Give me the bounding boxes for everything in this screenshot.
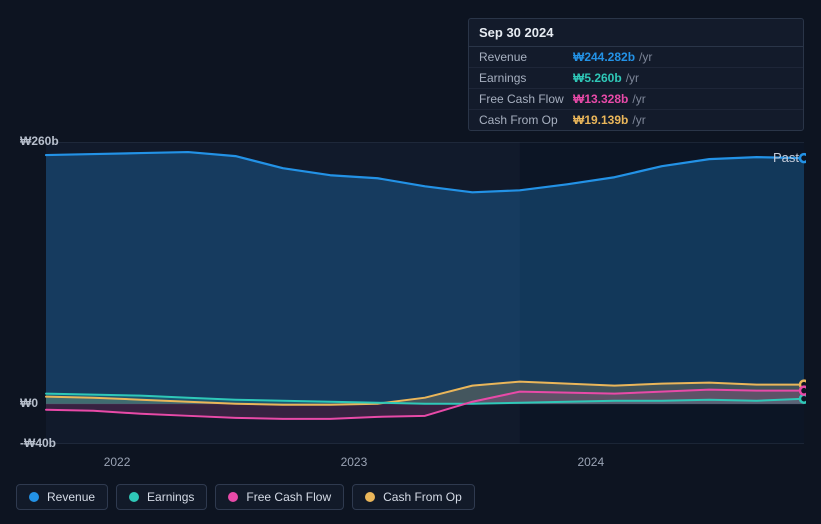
- series-area: [46, 152, 804, 404]
- legend-label: Free Cash Flow: [246, 490, 331, 504]
- x-axis-label: 2022: [104, 455, 131, 469]
- legend-dot: [228, 492, 238, 502]
- tooltip-date: Sep 30 2024: [469, 19, 803, 47]
- tooltip-row-value: ₩19.139b: [573, 113, 628, 127]
- tooltip-row-value: ₩13.328b: [573, 92, 628, 106]
- legend-dot: [365, 492, 375, 502]
- legend-item[interactable]: Revenue: [16, 484, 108, 510]
- legend: Revenue Earnings Free Cash Flow Cash From O…: [16, 484, 475, 510]
- tooltip-row: Revenue₩244.282b/yr: [469, 47, 803, 68]
- legend-item[interactable]: Cash From Op: [352, 484, 475, 510]
- tooltip-row-label: Revenue: [479, 50, 573, 64]
- series-marker: [800, 154, 806, 162]
- tooltip-row: Earnings₩5.260b/yr: [469, 68, 803, 89]
- tooltip-row-label: Free Cash Flow: [479, 92, 573, 106]
- past-label: Past: [773, 150, 799, 165]
- series-marker: [800, 395, 806, 403]
- legend-dot: [129, 492, 139, 502]
- tooltip-panel: Sep 30 2024 Revenue₩244.282b/yrEarnings₩…: [468, 18, 804, 131]
- tooltip-row-unit: /yr: [626, 71, 639, 85]
- tooltip-row-unit: /yr: [632, 113, 645, 127]
- y-axis-label: ₩260b: [20, 134, 59, 148]
- legend-label: Cash From Op: [383, 490, 462, 504]
- legend-label: Earnings: [147, 490, 194, 504]
- x-axis-label: 2024: [577, 455, 604, 469]
- financial-chart: [16, 142, 806, 444]
- tooltip-row-value: ₩5.260b: [573, 71, 622, 85]
- tooltip-row-unit: /yr: [639, 50, 652, 64]
- tooltip-row: Free Cash Flow₩13.328b/yr: [469, 89, 803, 110]
- tooltip-row-unit: /yr: [632, 92, 645, 106]
- legend-label: Revenue: [47, 490, 95, 504]
- tooltip-row: Cash From Op₩19.139b/yr: [469, 110, 803, 130]
- x-axis-label: 2023: [341, 455, 368, 469]
- legend-dot: [29, 492, 39, 502]
- y-axis-label: ₩0: [20, 396, 38, 410]
- tooltip-row-value: ₩244.282b: [573, 50, 635, 64]
- series-marker: [800, 387, 806, 395]
- tooltip-row-label: Cash From Op: [479, 113, 573, 127]
- legend-item[interactable]: Free Cash Flow: [215, 484, 344, 510]
- tooltip-row-label: Earnings: [479, 71, 573, 85]
- legend-item[interactable]: Earnings: [116, 484, 207, 510]
- y-axis-label: -₩40b: [20, 436, 56, 450]
